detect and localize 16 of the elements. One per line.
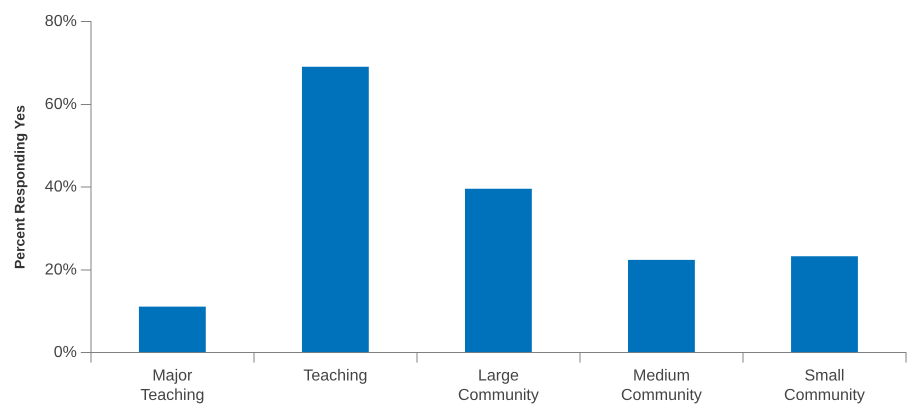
x-tick-label: Major Teaching: [140, 368, 204, 404]
y-tick-label: 80%: [44, 13, 77, 30]
y-axis-title: Percent Responding Yes: [11, 104, 28, 270]
y-tick-label: 40%: [44, 178, 77, 196]
y-tick-label: 20%: [44, 261, 77, 278]
bar: [791, 256, 858, 352]
y-tick-label: 0%: [54, 344, 77, 362]
y-tick-label: 60%: [44, 96, 77, 113]
x-tick-label: Small Community: [784, 368, 865, 404]
bar: [464, 188, 532, 352]
x-tick-label: Medium Community: [620, 368, 702, 404]
bar: [628, 260, 695, 352]
bar: [302, 66, 369, 352]
x-tick-label: Large Community: [458, 368, 539, 404]
x-tick-label: Teaching: [303, 368, 368, 385]
bar: [138, 306, 206, 352]
